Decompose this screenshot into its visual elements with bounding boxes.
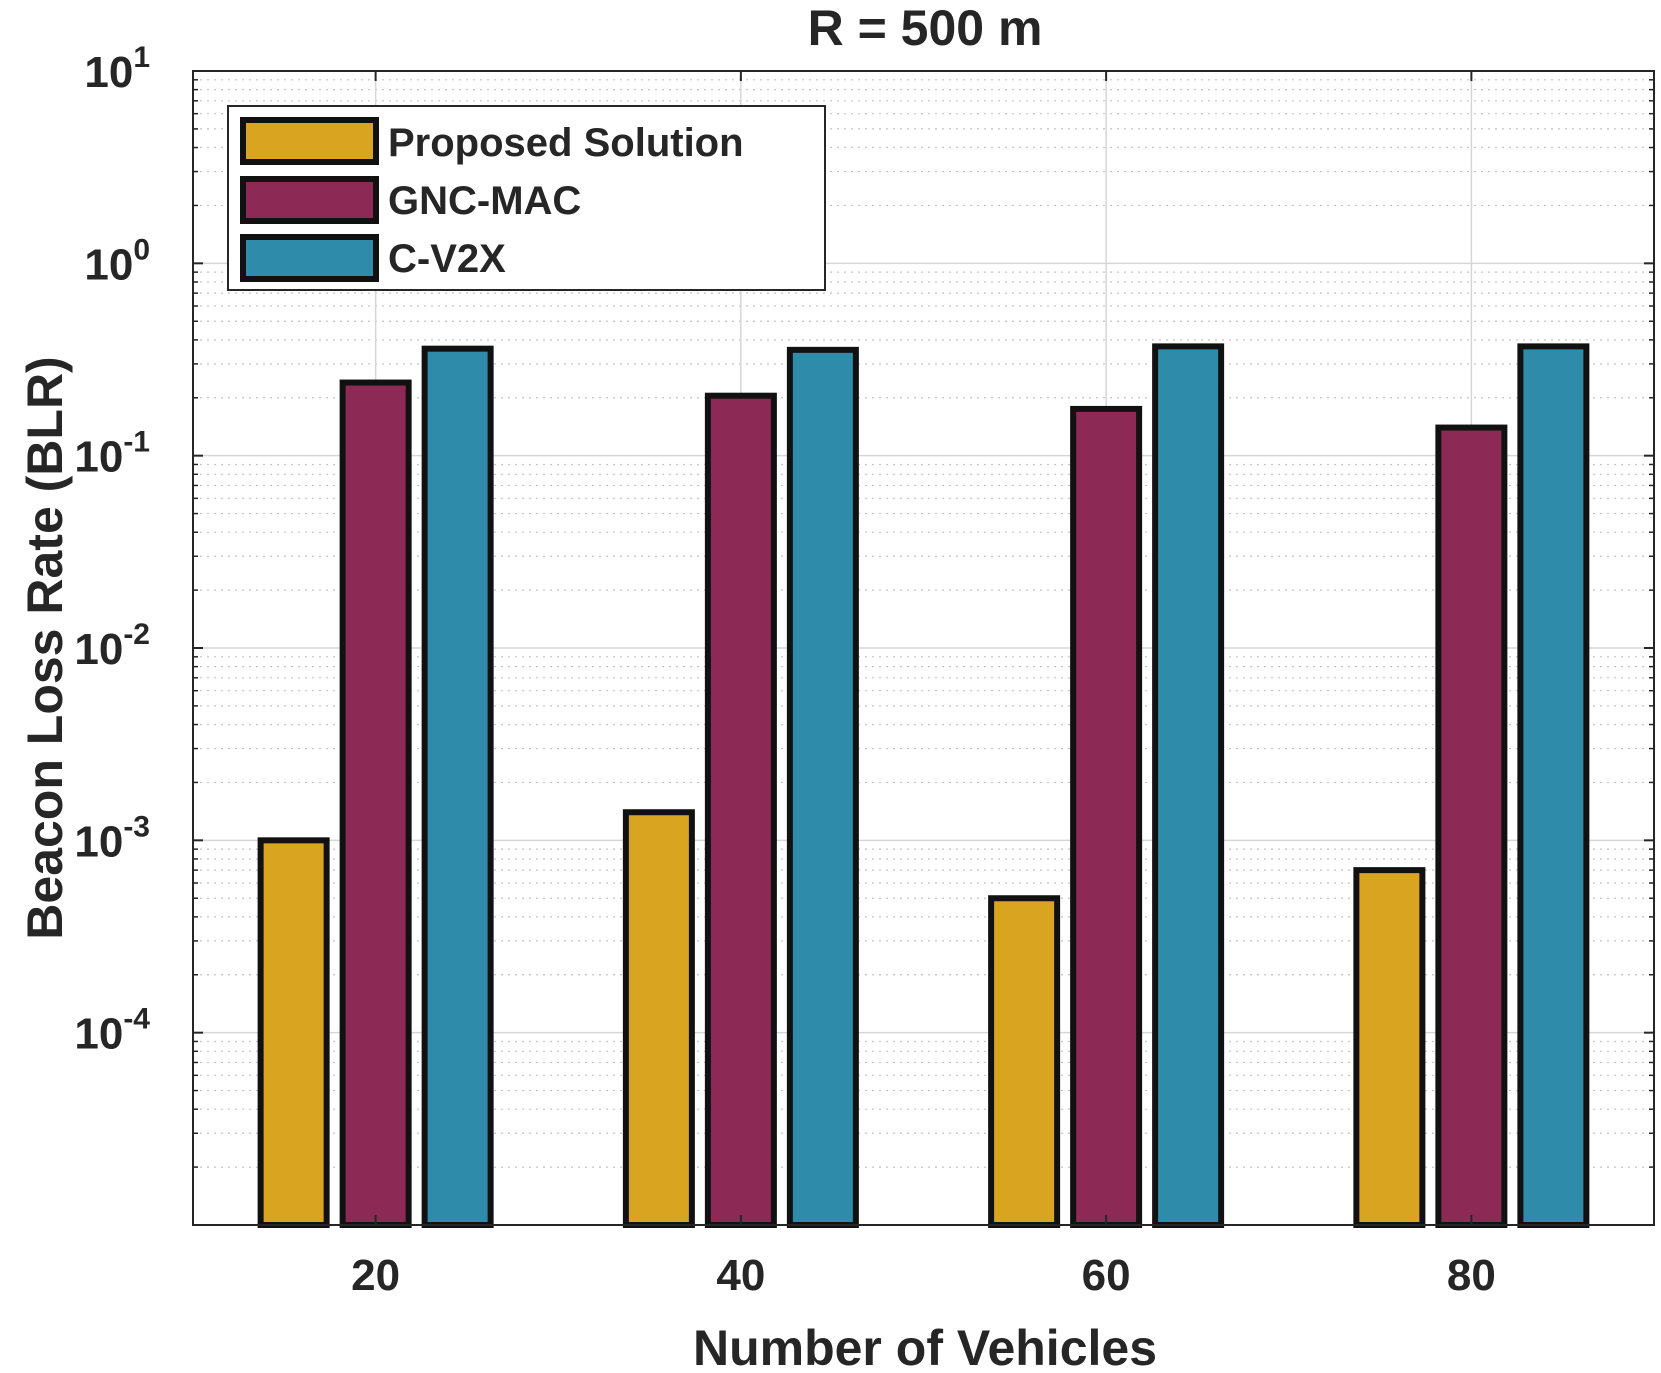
x-tick-label: 60 [1082, 1251, 1131, 1300]
series-proposed-solution [257, 809, 1426, 1229]
y-tick-label: 10-1 [74, 426, 150, 482]
legend-swatch-c-v2x [240, 234, 379, 282]
bar-gnc-mac-20 [339, 379, 412, 1228]
bar-c-v2x-20 [421, 345, 494, 1228]
axis-ticks: 20 40 60 80 101 100 10-1 10-2 10-3 10-4 [74, 41, 1654, 1300]
x-tick-label: 40 [716, 1251, 765, 1300]
bar-c-v2x-60 [1152, 343, 1225, 1229]
y-tick-label: 101 [84, 41, 150, 97]
y-tick-label: 10-3 [74, 810, 150, 866]
legend-label-gnc-mac: GNC-MAC [388, 179, 581, 223]
legend-swatch-proposed-solution [240, 117, 379, 165]
y-tick-label: 100 [84, 233, 150, 289]
bar-proposed-solution-60 [988, 895, 1061, 1228]
bar-proposed-solution-80 [1353, 867, 1426, 1229]
bar-gnc-mac-60 [1070, 405, 1143, 1228]
x-axis-label: Number of Vehicles [693, 1320, 1157, 1373]
legend-label-proposed-solution: Proposed Solution [388, 121, 744, 165]
y-axis-label: Beacon Loss Rate (BLR) [17, 356, 73, 939]
bar-c-v2x-80 [1517, 343, 1590, 1229]
bar-proposed-solution-20 [257, 837, 330, 1228]
bar-gnc-mac-40 [704, 392, 777, 1228]
x-tick-label: 80 [1447, 1251, 1496, 1300]
series-gnc-mac [339, 379, 1508, 1228]
legend-label-c-v2x: C-V2X [388, 237, 506, 281]
y-tick-label: 10-2 [74, 618, 150, 674]
bars [257, 343, 1590, 1229]
bar-proposed-solution-40 [622, 809, 695, 1228]
legend-entry-gnc-mac: GNC-MAC [240, 176, 581, 224]
legend: Proposed Solution GNC-MAC C-V2X [227, 105, 826, 291]
series-c-v2x [421, 343, 1590, 1229]
legend-swatch-gnc-mac [240, 176, 379, 224]
bar-gnc-mac-80 [1435, 424, 1508, 1228]
bar-c-v2x-40 [786, 346, 859, 1228]
x-tick-label: 20 [351, 1251, 400, 1300]
legend-entry-c-v2x: C-V2X [240, 234, 506, 282]
legend-entry-proposed-solution: Proposed Solution [240, 117, 744, 165]
y-tick-label: 10-4 [74, 1003, 150, 1059]
chart-title: R = 500 m [808, 0, 1043, 56]
